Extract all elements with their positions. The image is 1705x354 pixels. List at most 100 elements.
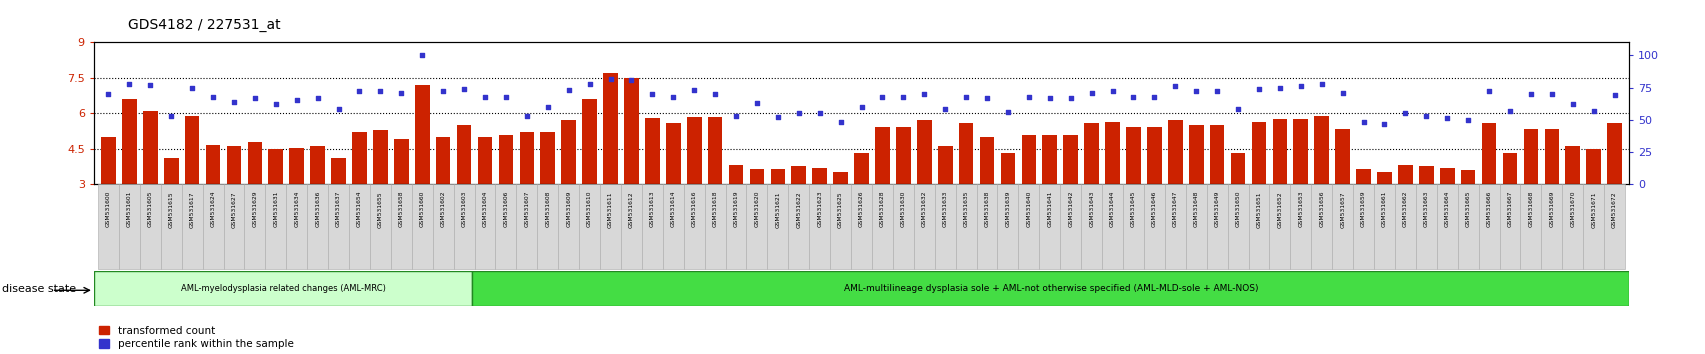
Bar (414, 85, 430, 184)
FancyBboxPatch shape (1415, 184, 1436, 269)
FancyBboxPatch shape (1081, 184, 1101, 269)
FancyBboxPatch shape (244, 184, 266, 269)
FancyBboxPatch shape (286, 184, 307, 269)
Text: GSM531610: GSM531610 (587, 191, 592, 227)
Text: GSM531609: GSM531609 (566, 191, 571, 227)
Text: GSM531669: GSM531669 (1548, 191, 1553, 227)
Bar (1001, 153, 1014, 184)
Text: GSM531607: GSM531607 (523, 191, 529, 227)
Text: GSM531642: GSM531642 (1067, 191, 1072, 227)
Point (1454, 117, 1482, 122)
Text: GSM531626: GSM531626 (859, 191, 863, 227)
FancyBboxPatch shape (558, 184, 578, 269)
FancyBboxPatch shape (851, 184, 871, 269)
Point (409, 52, 436, 58)
Bar (1565, 146, 1579, 184)
Text: GSM531650: GSM531650 (1234, 191, 1240, 227)
FancyBboxPatch shape (975, 184, 997, 269)
Text: GSM531617: GSM531617 (189, 191, 194, 228)
Bar (624, 78, 638, 184)
Point (263, 102, 290, 107)
Text: GSM531640: GSM531640 (1026, 191, 1032, 227)
FancyBboxPatch shape (140, 184, 160, 269)
Bar (1606, 123, 1621, 184)
Text: GSM531616: GSM531616 (691, 191, 696, 227)
Point (1098, 88, 1125, 94)
Point (116, 81, 143, 86)
FancyBboxPatch shape (1478, 184, 1499, 269)
FancyBboxPatch shape (1519, 184, 1541, 269)
Bar (1523, 129, 1538, 184)
Text: GSM531648: GSM531648 (1194, 191, 1199, 227)
Point (1391, 110, 1419, 116)
Point (1432, 116, 1459, 121)
Point (450, 86, 477, 92)
FancyBboxPatch shape (1311, 184, 1332, 269)
Point (617, 77, 644, 82)
Point (974, 95, 1001, 101)
Point (890, 94, 917, 99)
Bar (290, 148, 303, 184)
Text: AML-myelodysplasia related changes (AML-MRC): AML-myelodysplasia related changes (AML-… (181, 284, 385, 293)
Bar (1188, 125, 1202, 184)
Point (95, 91, 123, 97)
FancyBboxPatch shape (474, 184, 494, 269)
FancyBboxPatch shape (1101, 184, 1122, 269)
Text: GSM531630: GSM531630 (900, 191, 905, 227)
Text: GSM531619: GSM531619 (733, 191, 738, 227)
FancyBboxPatch shape (350, 184, 370, 269)
Bar (916, 120, 931, 184)
FancyBboxPatch shape (578, 184, 600, 269)
Bar (164, 158, 179, 184)
Text: GSM531652: GSM531652 (1277, 191, 1282, 228)
Text: GSM531644: GSM531644 (1110, 191, 1115, 227)
Point (805, 110, 832, 116)
Point (743, 100, 771, 106)
FancyBboxPatch shape (1165, 184, 1185, 269)
Text: GSM531618: GSM531618 (713, 191, 718, 227)
Text: GSM531659: GSM531659 (1361, 191, 1366, 227)
Point (1495, 108, 1523, 114)
FancyBboxPatch shape (1059, 184, 1081, 269)
Point (994, 109, 1021, 115)
Bar (812, 167, 827, 184)
Text: GSM531655: GSM531655 (379, 191, 382, 228)
Bar (1272, 119, 1287, 184)
FancyBboxPatch shape (327, 184, 350, 269)
Text: GSM531643: GSM531643 (1088, 191, 1093, 227)
Text: GSM531624: GSM531624 (210, 191, 215, 227)
FancyBboxPatch shape (370, 184, 390, 269)
Bar (1229, 153, 1245, 184)
Point (1035, 95, 1062, 101)
FancyBboxPatch shape (747, 184, 767, 269)
Point (199, 94, 227, 99)
Text: GSM531661: GSM531661 (1381, 191, 1386, 227)
Bar (875, 127, 890, 184)
Bar (457, 125, 471, 184)
Text: GSM531664: GSM531664 (1444, 191, 1449, 227)
Point (597, 76, 624, 81)
FancyBboxPatch shape (1541, 184, 1562, 269)
Point (1161, 84, 1188, 89)
Text: GSM531613: GSM531613 (650, 191, 655, 227)
Text: GSM531668: GSM531668 (1528, 191, 1533, 227)
Point (868, 94, 895, 99)
Text: GSM531632: GSM531632 (921, 191, 926, 227)
FancyBboxPatch shape (704, 184, 725, 269)
Text: GSM531667: GSM531667 (1507, 191, 1512, 227)
Text: GSM531660: GSM531660 (419, 191, 425, 227)
FancyBboxPatch shape (725, 184, 747, 269)
Point (1014, 94, 1042, 99)
Bar (247, 142, 263, 184)
Legend: transformed count, percentile rank within the sample: transformed count, percentile rank withi… (99, 326, 293, 349)
FancyBboxPatch shape (600, 184, 621, 269)
Point (303, 95, 331, 101)
Text: AML-multilineage dysplasia sole + AML-not otherwise specified (AML-MLD-sole + AM: AML-multilineage dysplasia sole + AML-no… (842, 284, 1257, 293)
Bar (206, 145, 220, 184)
FancyBboxPatch shape (203, 184, 223, 269)
Bar (561, 120, 576, 184)
FancyBboxPatch shape (1562, 184, 1582, 269)
FancyBboxPatch shape (390, 184, 411, 269)
Bar (1084, 123, 1098, 184)
Point (721, 113, 748, 119)
